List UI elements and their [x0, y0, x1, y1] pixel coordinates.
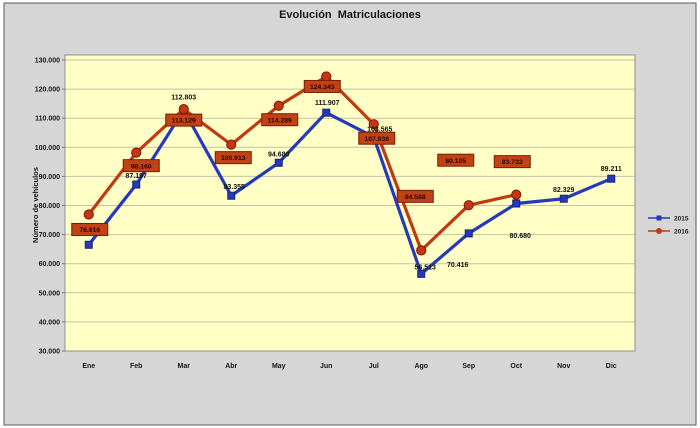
data-label-2016: 100.913 [221, 155, 246, 162]
y-tick-label: 80.000 [39, 203, 61, 210]
y-tick-label: 70.000 [39, 232, 61, 239]
data-label-2016: 98.160 [131, 163, 152, 170]
data-label-2015: 56.513 [415, 264, 437, 271]
y-tick-label: 60.000 [39, 261, 61, 268]
data-label-2015: 94.680 [268, 151, 290, 158]
data-label-2015: 87.197 [126, 173, 148, 180]
data-label-2016: 114.289 [268, 117, 292, 124]
data-point-2016 [226, 139, 237, 150]
data-label-box-2016 [358, 131, 396, 145]
data-label-2016: 80.105 [445, 158, 466, 165]
y-tick-label: 40.000 [39, 319, 61, 326]
legend-marker [656, 228, 662, 234]
x-axis-label: Mar [178, 363, 191, 370]
data-label-2016: 107.936 [364, 136, 389, 143]
data-point-2016 [321, 71, 332, 82]
data-label-box-2016 [165, 113, 203, 127]
x-axis-label: Nov [557, 363, 570, 370]
data-label-2015: 111.907 [315, 100, 340, 107]
legend-item-2015: 2015 [648, 215, 689, 222]
data-point-2016 [463, 200, 474, 211]
data-label-box-2016 [437, 153, 475, 167]
y-tick-label: 100.000 [35, 145, 60, 152]
y-tick-label: 50.000 [39, 290, 61, 297]
x-axis-label: Sep [462, 363, 475, 370]
legend-label: 2015 [674, 215, 689, 222]
data-label-2015: 80.680 [510, 233, 532, 240]
data-point-2016 [83, 209, 94, 220]
data-point-2015 [227, 191, 236, 200]
y-tick-label: 30.000 [39, 349, 61, 356]
x-axis-label: Ene [82, 363, 95, 370]
data-point-2016 [131, 147, 142, 158]
x-axis-label: Jul [369, 363, 379, 370]
x-axis-label: Feb [130, 363, 142, 370]
legend-label: 2016 [674, 228, 689, 235]
data-label-2015: 112.803 [171, 95, 196, 102]
data-point-2015 [464, 229, 473, 238]
data-label-box-2016 [214, 151, 252, 165]
data-label-box-2016 [493, 155, 531, 169]
data-label-box-2016 [303, 79, 341, 93]
x-axis-label: Abr [225, 363, 237, 370]
data-point-2015 [322, 108, 331, 117]
data-point-2015 [417, 269, 426, 278]
data-label-2016: 113.129 [172, 118, 196, 125]
plot-area: 30.000 40.000 50.000 60.000 70.000 80.000 90.0… [35, 54, 689, 370]
data-point-2015 [512, 199, 521, 208]
data-label-2016: 76.916 [79, 227, 100, 234]
legend-item-2016: 2016 [648, 228, 689, 235]
y-axis-title: Número de vehículos [31, 167, 40, 243]
plot-background [65, 55, 635, 351]
y-tick-label: 90.000 [39, 174, 61, 181]
data-label-2016: 124.343 [310, 84, 335, 91]
x-axis-label: Dic [606, 363, 617, 370]
data-point-2015 [607, 174, 616, 183]
chart-title: Evolución Matriculaciones [279, 9, 421, 21]
y-tick-label: 120.000 [35, 87, 60, 94]
data-label-2015: 103.565 [367, 126, 392, 133]
y-tick-label: 130.000 [35, 58, 60, 65]
data-point-2015 [84, 240, 93, 249]
data-label-2015: 70.416 [447, 262, 469, 269]
data-label-box-2016 [71, 222, 109, 236]
data-label-box-2016 [122, 159, 160, 173]
data-label-2015: 89.211 [601, 166, 622, 173]
data-point-2015 [132, 180, 141, 189]
data-label-box-2016 [396, 189, 434, 203]
x-axis-label: May [272, 363, 286, 370]
data-label-2015: 83.355 [224, 184, 246, 191]
x-axis-label: Jun [320, 363, 332, 370]
legend-marker [656, 215, 662, 221]
data-point-2016 [368, 119, 379, 130]
data-label-box-2016 [261, 113, 299, 127]
x-axis-label: Oct [510, 363, 522, 370]
data-point-2016 [178, 103, 189, 115]
data-point-2015 [559, 194, 568, 203]
y-tick-label: 110.000 [35, 116, 60, 123]
x-axis-label: Ago [414, 363, 428, 370]
data-point-2016 [273, 100, 284, 111]
data-label-2016: 83.733 [502, 159, 523, 166]
data-point-2016 [416, 245, 427, 256]
series-2016-line [87, 74, 518, 252]
plot-border [64, 54, 636, 352]
data-point-2015 [274, 158, 283, 167]
data-point-2016 [511, 189, 522, 200]
data-label-2015: 82.329 [553, 187, 575, 194]
data-label-2016: 64.588 [405, 194, 426, 201]
